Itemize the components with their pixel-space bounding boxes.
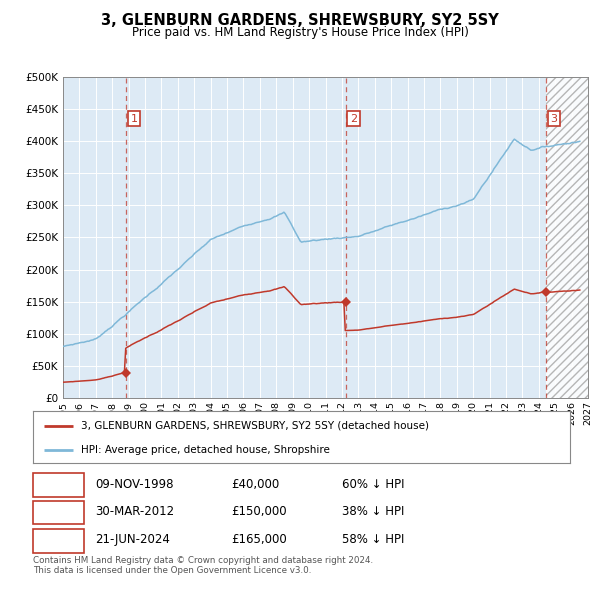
Text: 3: 3 [551,113,557,123]
Text: 2: 2 [350,113,357,123]
Text: 3, GLENBURN GARDENS, SHREWSBURY, SY2 5SY: 3, GLENBURN GARDENS, SHREWSBURY, SY2 5SY [101,13,499,28]
FancyBboxPatch shape [33,529,84,552]
Text: 1: 1 [130,113,137,123]
Text: 3, GLENBURN GARDENS, SHREWSBURY, SY2 5SY (detached house): 3, GLENBURN GARDENS, SHREWSBURY, SY2 5SY… [82,421,430,431]
Text: Contains HM Land Registry data © Crown copyright and database right 2024.
This d: Contains HM Land Registry data © Crown c… [33,556,373,575]
FancyBboxPatch shape [33,501,84,525]
Text: 09-NOV-1998: 09-NOV-1998 [95,477,173,490]
Text: 30-MAR-2012: 30-MAR-2012 [95,505,174,518]
Text: £165,000: £165,000 [232,533,287,546]
Text: 60% ↓ HPI: 60% ↓ HPI [342,477,404,490]
FancyBboxPatch shape [33,473,84,497]
Text: HPI: Average price, detached house, Shropshire: HPI: Average price, detached house, Shro… [82,445,330,455]
Text: 58% ↓ HPI: 58% ↓ HPI [342,533,404,546]
Text: 21-JUN-2024: 21-JUN-2024 [95,533,170,546]
Text: 38% ↓ HPI: 38% ↓ HPI [342,505,404,518]
Text: £40,000: £40,000 [232,477,280,490]
Text: 1: 1 [55,477,62,490]
Text: 2: 2 [55,505,62,518]
Text: 3: 3 [55,533,62,546]
Text: £150,000: £150,000 [232,505,287,518]
Text: Price paid vs. HM Land Registry's House Price Index (HPI): Price paid vs. HM Land Registry's House … [131,26,469,39]
Bar [547,77,588,398]
